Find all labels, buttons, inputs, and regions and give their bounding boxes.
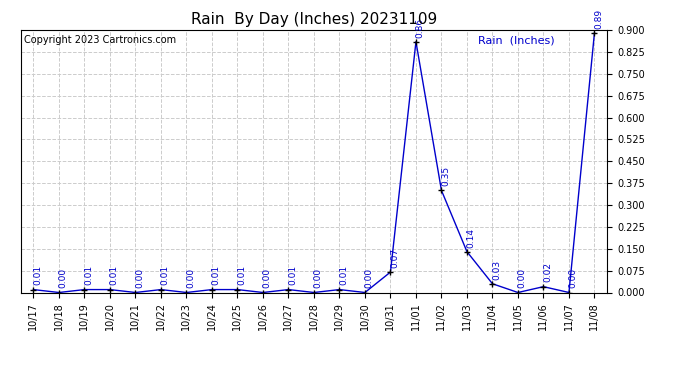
Text: 0.01: 0.01 [212, 265, 221, 285]
Text: 0.00: 0.00 [186, 268, 195, 288]
Title: Rain  By Day (Inches) 20231109: Rain By Day (Inches) 20231109 [191, 12, 437, 27]
Text: 0.01: 0.01 [33, 265, 42, 285]
Text: 0.03: 0.03 [492, 260, 501, 280]
Text: 0.35: 0.35 [441, 166, 450, 186]
Text: 0.86: 0.86 [415, 17, 424, 38]
Text: 0.00: 0.00 [518, 268, 526, 288]
Text: 0.01: 0.01 [161, 265, 170, 285]
Text: 0.14: 0.14 [466, 228, 475, 248]
Text: 0.00: 0.00 [569, 268, 578, 288]
Text: 0.01: 0.01 [339, 265, 348, 285]
Text: Rain  (Inches): Rain (Inches) [478, 35, 555, 45]
Text: Copyright 2023 Cartronics.com: Copyright 2023 Cartronics.com [23, 35, 176, 45]
Text: 0.00: 0.00 [135, 268, 144, 288]
Text: 0.00: 0.00 [59, 268, 68, 288]
Text: 0.89: 0.89 [594, 9, 603, 29]
Text: 0.01: 0.01 [84, 265, 93, 285]
Text: 0.02: 0.02 [543, 262, 552, 282]
Text: 0.00: 0.00 [263, 268, 272, 288]
Text: 0.07: 0.07 [390, 248, 399, 268]
Text: 0.01: 0.01 [237, 265, 246, 285]
Text: 0.00: 0.00 [364, 268, 373, 288]
Text: 0.00: 0.00 [314, 268, 323, 288]
Text: 0.01: 0.01 [110, 265, 119, 285]
Text: 0.01: 0.01 [288, 265, 297, 285]
